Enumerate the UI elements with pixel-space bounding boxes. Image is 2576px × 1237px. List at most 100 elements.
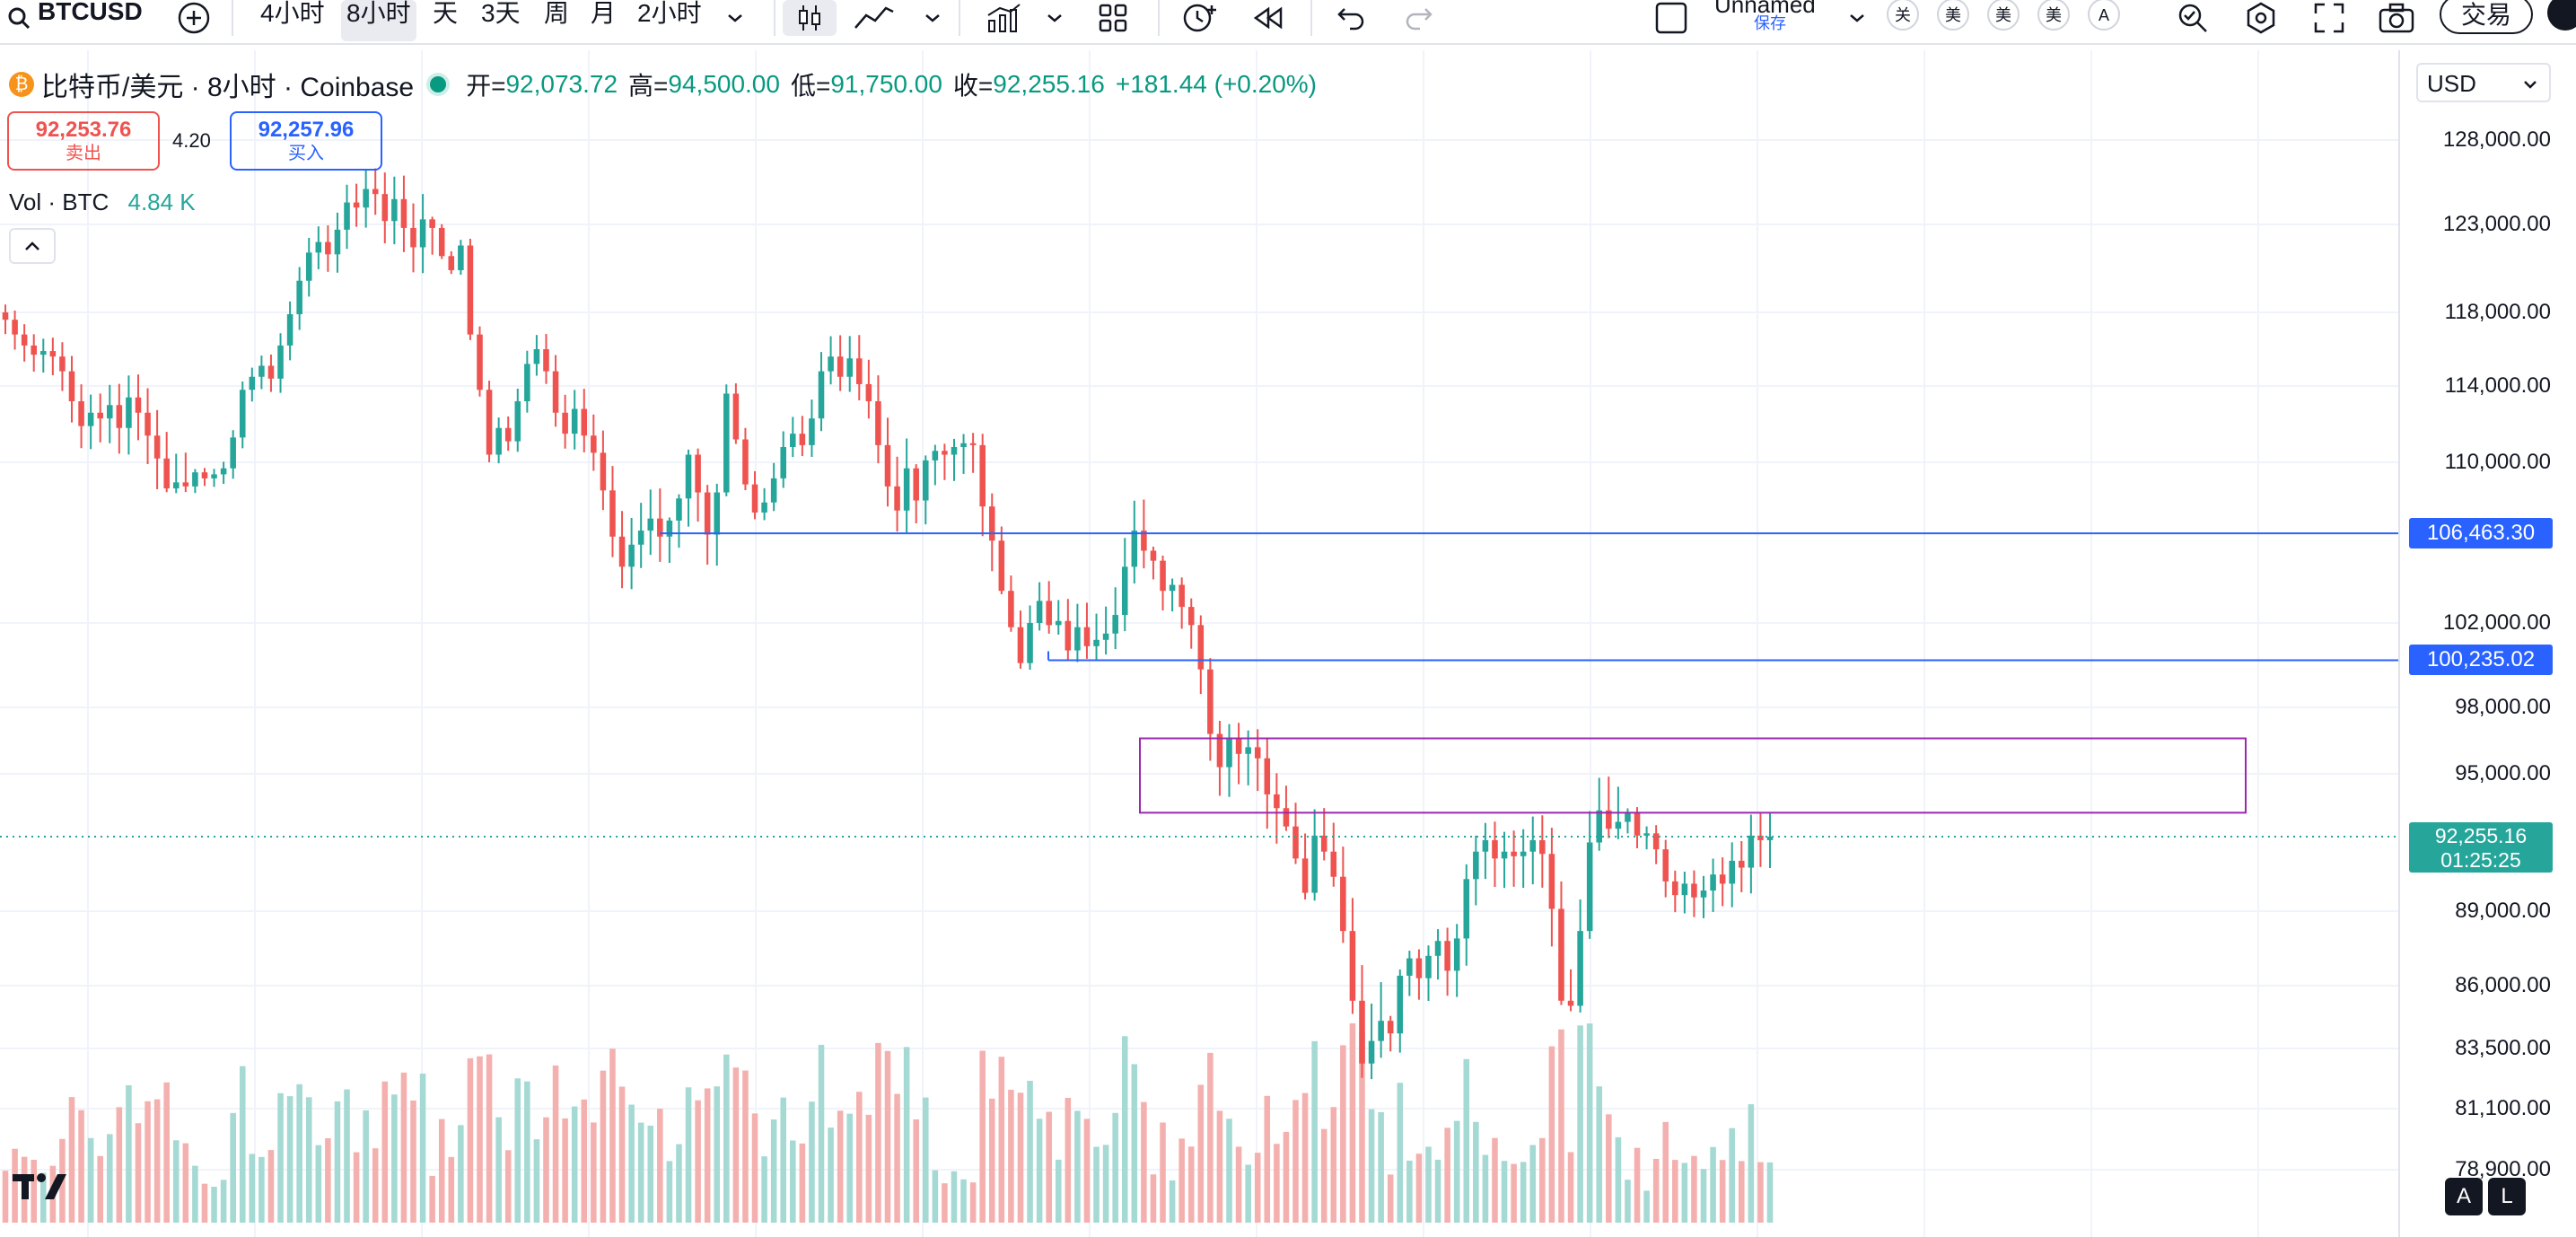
candle-body: [932, 451, 939, 461]
volume-bar: [1017, 1092, 1024, 1223]
layout-checkbox-icon[interactable]: [1653, 0, 1689, 36]
toolbar-divider: [1310, 0, 1312, 36]
volume-bar: [1235, 1146, 1242, 1223]
candle-body: [1643, 833, 1650, 836]
volume-bar: [97, 1155, 103, 1223]
replay-icon[interactable]: [1248, 0, 1289, 36]
candle-body: [78, 401, 84, 426]
volume-bar: [780, 1097, 787, 1223]
alert-clock-icon[interactable]: [1178, 0, 1221, 36]
trade-button[interactable]: 交易: [2440, 0, 2533, 34]
line-chart-icon[interactable]: [849, 0, 899, 36]
candle-body: [951, 447, 958, 455]
volume-bar: [1197, 1084, 1205, 1223]
interval-month[interactable]: 月: [591, 0, 617, 27]
candle-body: [1634, 812, 1641, 836]
currency-select[interactable]: USD: [2416, 63, 2551, 102]
price-axis[interactable]: 128,000.00 123,000.00 118,000.00 114,000.00…: [2398, 50, 2576, 1237]
layout-save-label[interactable]: 保存: [1754, 14, 1786, 32]
layout-name[interactable]: Unnamed: [1714, 0, 1816, 18]
chevron-down-icon[interactable]: [919, 0, 946, 36]
add-symbol-icon[interactable]: [176, 0, 212, 36]
watchlist-chip[interactable]: A: [2088, 0, 2120, 31]
volume-bar: [951, 1171, 958, 1223]
volume-bar: [1160, 1122, 1166, 1223]
price-line-tag[interactable]: 100,235.02: [2409, 645, 2553, 676]
candle-body: [211, 474, 217, 478]
search-icon[interactable]: [5, 0, 32, 36]
interval-8h[interactable]: 8小时: [341, 0, 416, 41]
volume-bar: [1691, 1155, 1697, 1223]
chart-title[interactable]: 比特币/美元 · 8小时 · Coinbase: [41, 73, 415, 102]
camera-icon[interactable]: [2375, 0, 2418, 36]
quick-search-icon[interactable]: [2172, 0, 2213, 36]
volume-bar: [1415, 1154, 1423, 1223]
candle-body: [799, 434, 806, 445]
candle-body: [1207, 669, 1214, 734]
candle-body: [1292, 826, 1299, 859]
sell-button[interactable]: 92,253.76 卖出: [7, 111, 160, 171]
interval-week[interactable]: 周: [544, 0, 570, 27]
volume-bar: [1226, 1119, 1232, 1223]
tradingview-logo[interactable]: [13, 1169, 70, 1206]
interval-2h[interactable]: 2小时: [637, 0, 702, 27]
candle-body: [334, 229, 341, 255]
candle-body: [704, 492, 711, 535]
candle-body: [790, 434, 796, 447]
symbol-name[interactable]: BTCUSD: [38, 0, 143, 25]
buy-button[interactable]: 92,257.96 买入: [230, 111, 382, 171]
undo-icon[interactable]: [1330, 0, 1371, 36]
fullscreen-icon[interactable]: [2309, 0, 2350, 36]
collapse-legend-button[interactable]: [9, 228, 56, 264]
interval-day[interactable]: 天: [433, 0, 459, 27]
interval-4h[interactable]: 4小时: [260, 0, 325, 27]
candle-body: [400, 198, 407, 228]
watchlist-chip[interactable]: 关: [1887, 0, 1919, 31]
volume-bar: [1710, 1146, 1716, 1223]
volume-bar: [1093, 1146, 1100, 1223]
volume-bar: [391, 1094, 398, 1223]
layout-grid-icon[interactable]: [1093, 0, 1133, 36]
chevron-down-icon[interactable]: [1844, 0, 1871, 36]
candle-body: [87, 412, 94, 426]
candle-body: [770, 478, 777, 503]
volume-bar: [894, 1093, 900, 1223]
current-price-tag: 92,255.16 01:25:25: [2409, 821, 2553, 873]
volume-label[interactable]: Vol · BTC: [9, 189, 110, 215]
settings-hexagon-icon[interactable]: [2240, 0, 2282, 36]
candle-body: [751, 484, 758, 513]
chevron-down-icon[interactable]: [722, 0, 749, 36]
volume-bar: [1397, 1083, 1404, 1223]
volume-bar: [126, 1084, 132, 1223]
candle-body: [1719, 874, 1726, 884]
volume-bar: [504, 1150, 512, 1223]
candle-body: [1254, 747, 1261, 759]
interval-3day[interactable]: 3天: [481, 0, 521, 27]
price-line-tag[interactable]: 106,463.30: [2409, 518, 2553, 549]
volume-bar: [1027, 1080, 1033, 1223]
volume-bar: [1558, 1029, 1564, 1223]
candle-body: [818, 371, 825, 419]
candle-body: [628, 544, 635, 567]
price-chart[interactable]: [0, 50, 2398, 1237]
log-scale-button[interactable]: L: [2488, 1178, 2526, 1215]
account-avatar-icon[interactable]: [2545, 0, 2576, 31]
candle-body: [381, 194, 389, 222]
chevron-down-icon[interactable]: [1041, 0, 1068, 36]
watchlist-chip[interactable]: 美: [1937, 0, 1969, 31]
volume-bar: [761, 1156, 767, 1223]
candle-body: [1548, 854, 1555, 909]
candle-body: [12, 320, 18, 335]
candle-body: [1672, 881, 1678, 896]
indicators-icon[interactable]: [978, 0, 1029, 36]
volume-bar: [1207, 1052, 1214, 1223]
candle-body: [286, 314, 294, 346]
volume-bar: [211, 1187, 217, 1223]
auto-scale-button[interactable]: A: [2445, 1178, 2483, 1215]
volume-bar: [1102, 1145, 1109, 1223]
candle-body: [695, 454, 701, 493]
watchlist-chip[interactable]: 美: [1987, 0, 2020, 31]
watchlist-chip[interactable]: 美: [2037, 0, 2070, 31]
redo-icon[interactable]: [1398, 0, 1440, 36]
candles-icon[interactable]: [783, 0, 837, 36]
